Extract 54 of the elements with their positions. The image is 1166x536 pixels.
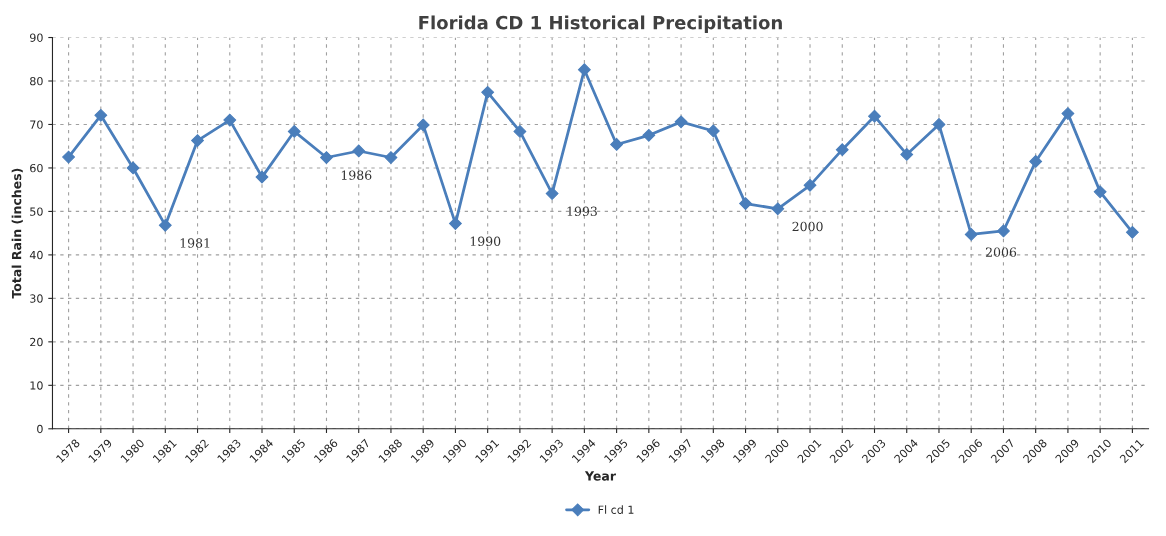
- point: [191, 134, 204, 147]
- point: [1125, 225, 1139, 239]
- legend-label: Fl cd 1: [598, 505, 634, 514]
- x-axis-title: Year: [584, 471, 616, 481]
- y-tick-label: 10: [30, 381, 43, 390]
- point: [771, 202, 785, 216]
- point: [94, 108, 108, 122]
- annotation: 2006: [985, 247, 1017, 257]
- point: [932, 118, 946, 131]
- y-tick-label: 90: [30, 33, 43, 42]
- annotation: 1993: [567, 206, 597, 216]
- point: [868, 109, 881, 123]
- point: [287, 125, 301, 138]
- point: [384, 151, 398, 164]
- chart-title: Florida CD 1 Historical Precipitation: [419, 15, 782, 33]
- point: [255, 170, 269, 184]
- point: [997, 224, 1010, 238]
- point: [1061, 107, 1075, 121]
- y-tick-label: 0: [37, 424, 43, 434]
- point: [706, 124, 720, 138]
- point: [674, 115, 688, 129]
- annotation: 1990: [470, 236, 501, 246]
- point: [835, 143, 849, 157]
- point: [449, 217, 462, 231]
- y-tick-label: 20: [30, 337, 43, 347]
- point: [223, 113, 237, 127]
- point: [1093, 185, 1107, 199]
- point: [577, 63, 591, 77]
- annotation: 1981: [180, 238, 210, 248]
- point: [126, 161, 140, 175]
- y-axis-title: Total Rain (inches): [11, 168, 23, 299]
- point: [545, 187, 559, 201]
- y-tick-label: 50: [30, 207, 43, 216]
- point: [158, 218, 172, 232]
- point: [481, 85, 495, 99]
- y-tick-label: 80: [30, 76, 43, 86]
- point: [513, 125, 527, 138]
- point: [352, 144, 366, 158]
- y-tick-label: 70: [30, 120, 43, 129]
- point: [739, 197, 752, 211]
- annotation: 2000: [792, 221, 823, 232]
- point: [1029, 155, 1043, 168]
- point: [416, 118, 430, 132]
- point: [964, 228, 978, 241]
- point: [610, 138, 624, 151]
- point: [642, 128, 656, 142]
- y-tick-label: 40: [29, 250, 43, 260]
- y-tick-label: 60: [30, 163, 43, 173]
- point: [62, 150, 75, 164]
- point: [900, 148, 914, 161]
- y-tick-label: 30: [30, 294, 43, 303]
- annotation: 1986: [341, 170, 372, 180]
- point: [803, 178, 817, 192]
- point: [320, 151, 333, 164]
